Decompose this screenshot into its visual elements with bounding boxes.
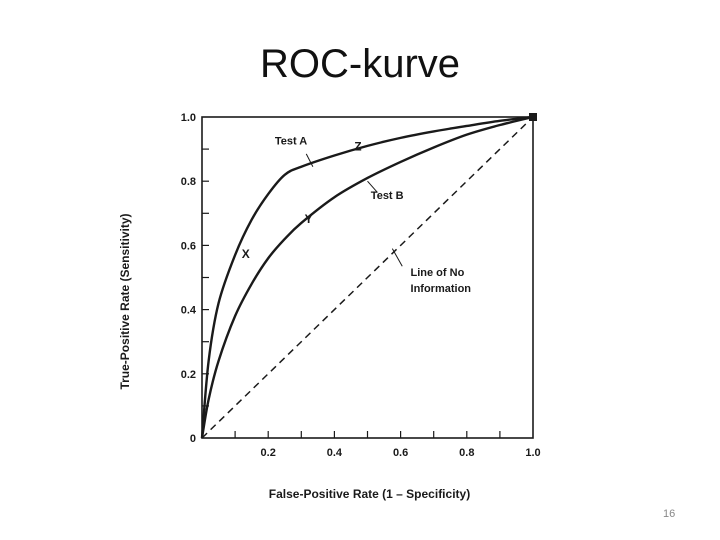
annotation-test-a: Test A (275, 135, 307, 147)
test-b-pointer (367, 180, 378, 193)
series-line-test-a (200, 115, 534, 439)
x-tick-label: 1.0 (525, 447, 540, 459)
x-axis-title: False-Positive Rate (1 – Specificity) (269, 487, 470, 501)
annotation-labels: Test A Test B Line of No Information X Y Z (242, 135, 472, 295)
series-lines (200, 113, 537, 439)
series-line-test-b (200, 115, 534, 439)
annotation-test-b: Test B (371, 190, 404, 202)
annotation-information: Information (411, 283, 472, 295)
series-line-line-of-no-information (201, 116, 534, 439)
x-tick-label: 0.8 (459, 447, 474, 459)
y-tick-label: 0.2 (181, 369, 196, 381)
y-axis-title: True-Positive Rate (Sensitivity) (118, 213, 132, 389)
page-number: 16 (663, 508, 676, 520)
annotation-line-of-no: Line of No (411, 267, 465, 279)
y-tick-label: 0 (190, 433, 196, 445)
x-tick-label: 0.4 (327, 447, 343, 459)
annotation-y: Y (305, 212, 313, 226)
y-tick-label: 0.8 (181, 176, 196, 188)
y-tick-label: 0.4 (181, 305, 197, 317)
y-tick-label: 1.0 (181, 112, 196, 124)
tick-marks (202, 148, 501, 438)
no-info-pointer (391, 248, 403, 267)
annotation-z: Z (354, 140, 361, 154)
x-tick-label: 0.2 (261, 447, 276, 459)
endpoint-marker (529, 113, 537, 121)
annotation-x: X (242, 247, 250, 261)
y-tick-label: 0.6 (181, 240, 196, 252)
axis-labels: 0.2 0.4 0.6 0.8 1.0 0 0.2 0.4 0.6 0.8 1.0 False-Pos… (118, 112, 541, 501)
test-a-pointer (305, 153, 314, 167)
x-tick-label: 0.6 (393, 447, 408, 459)
slide-title: ROC-kurve (259, 42, 461, 86)
